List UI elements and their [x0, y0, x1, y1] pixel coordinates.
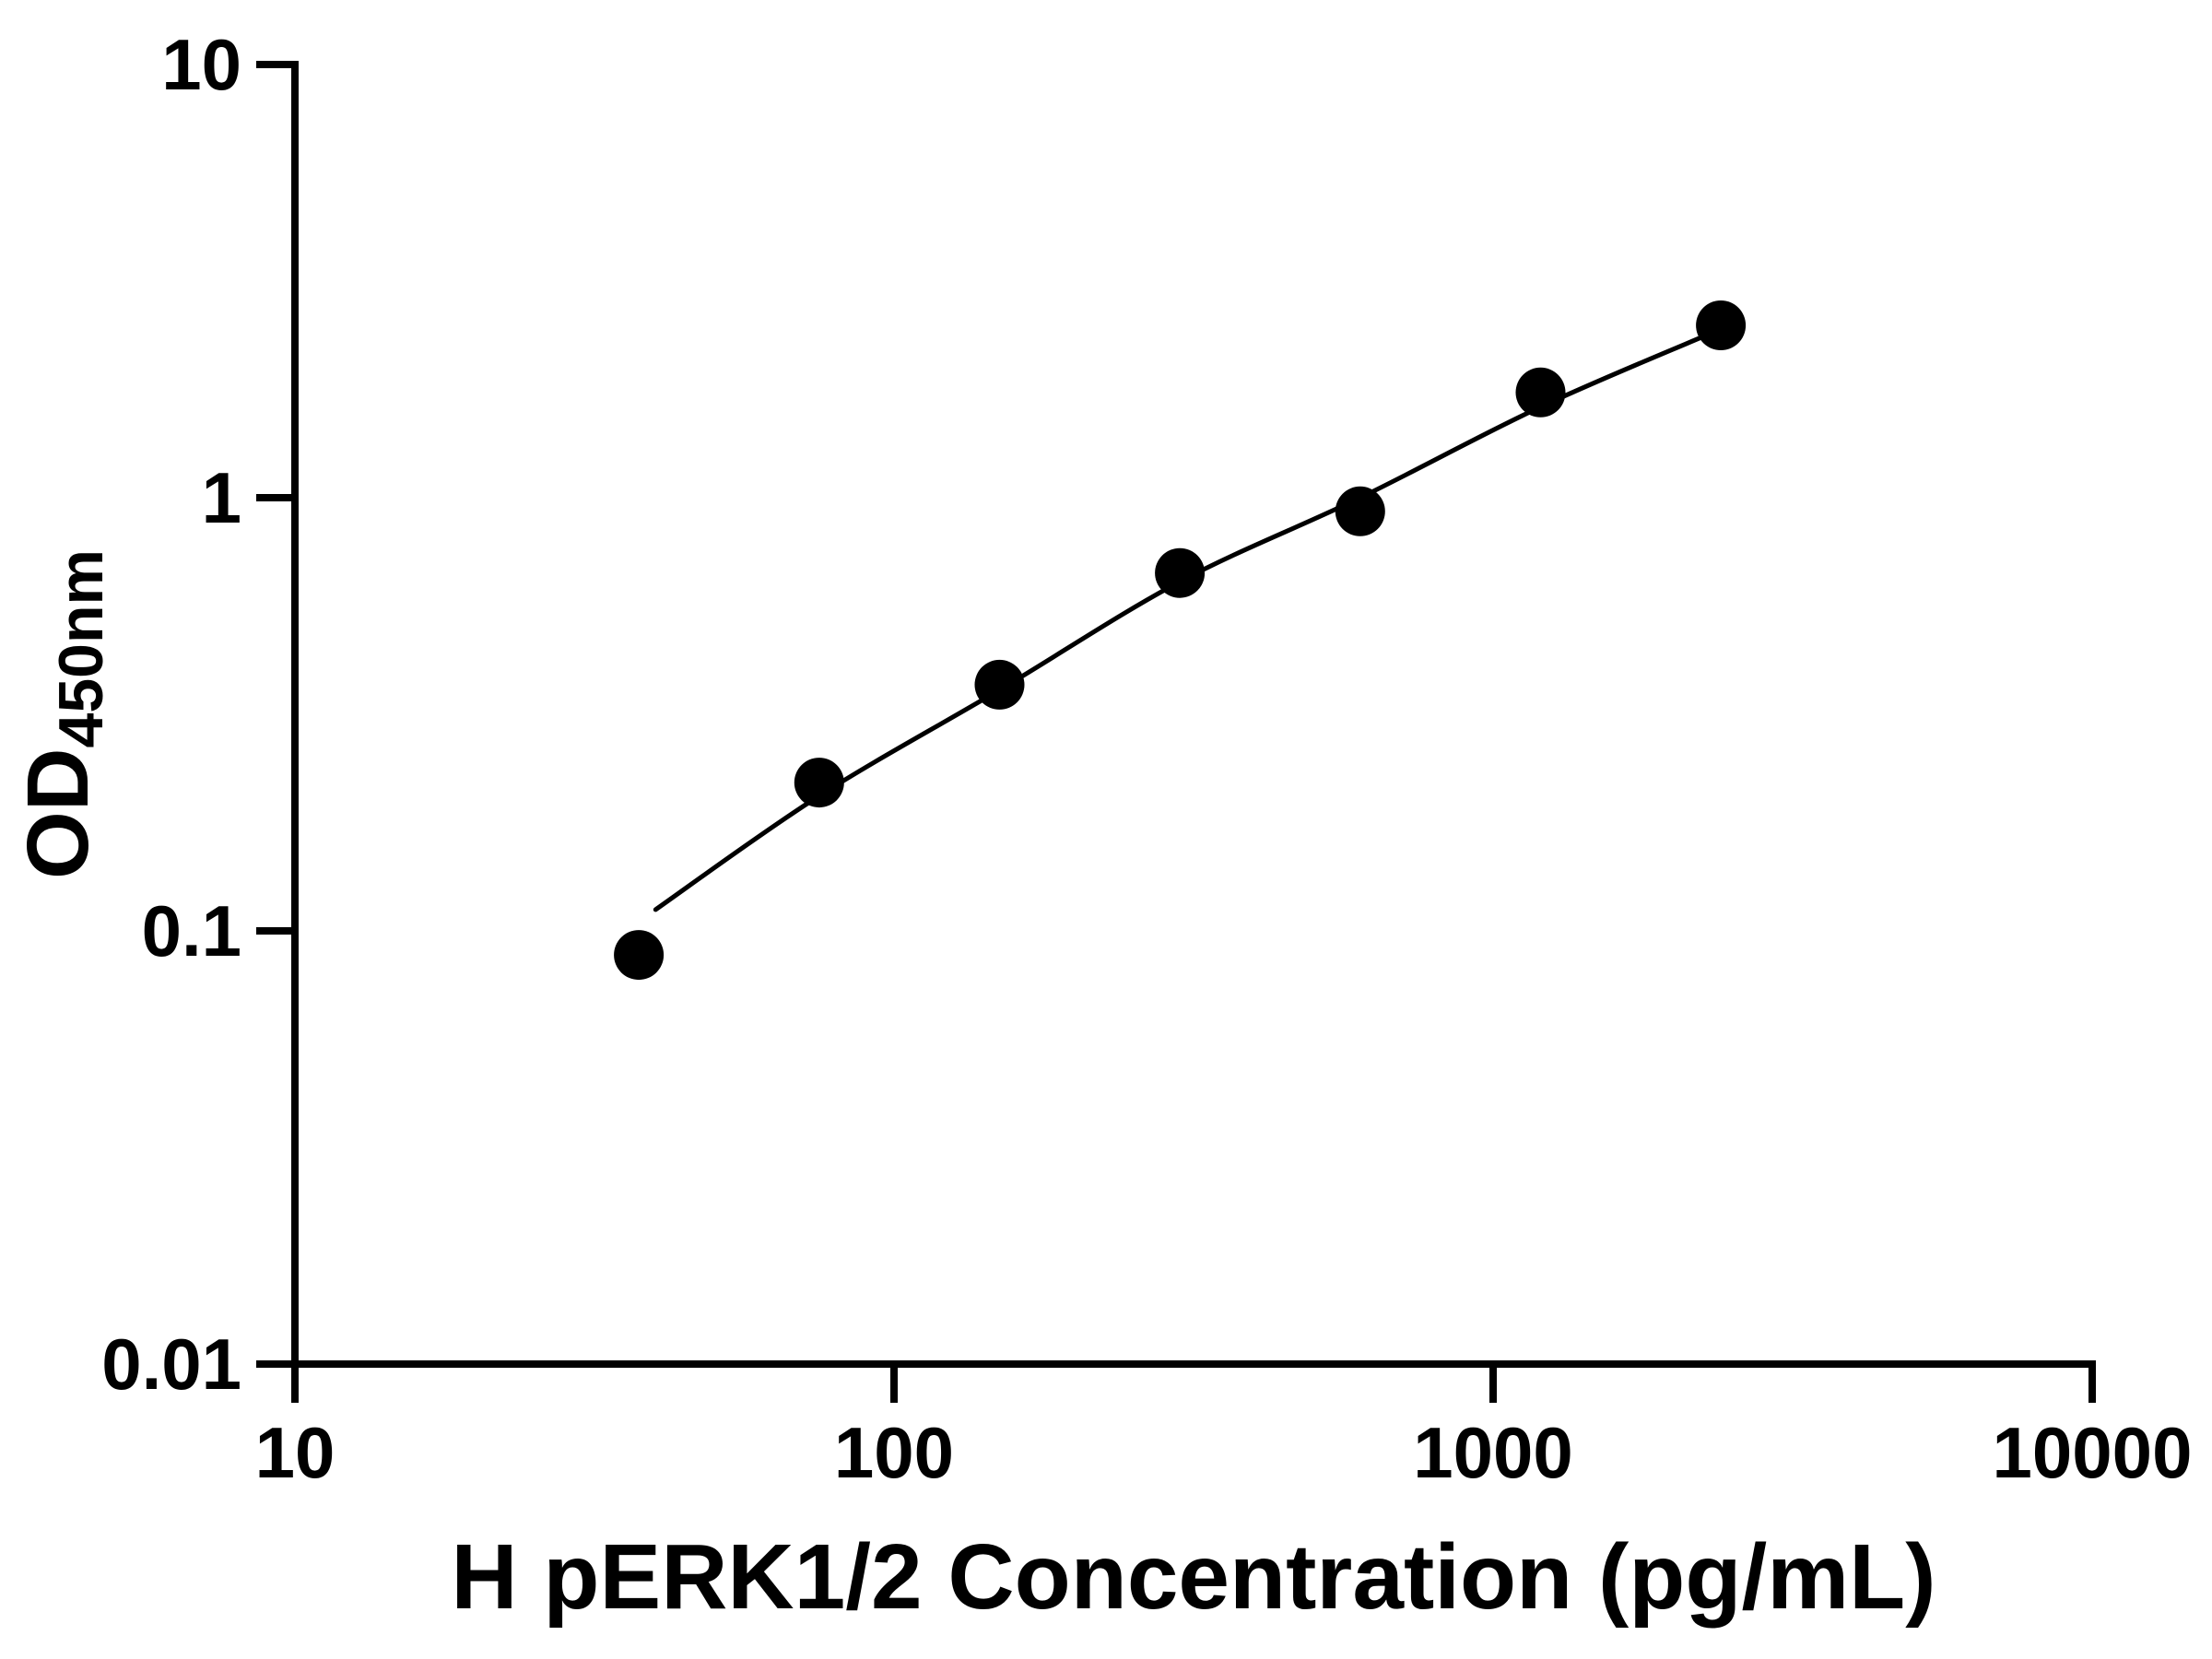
x-axis-title: H pERK1/2 Concentration (pg/mL) [451, 1525, 1936, 1629]
x-axis-tick-label: 1000 [1413, 1412, 1573, 1493]
y-axis-title: OD450nm [9, 549, 116, 879]
y-axis-title-main: OD [9, 747, 107, 879]
fit-curve [653, 326, 1724, 912]
y-axis-tick-label: 0.01 [101, 1324, 241, 1405]
data-point [1515, 367, 1566, 418]
data-point [794, 758, 844, 808]
x-axis-tick-label: 10 [255, 1412, 335, 1493]
data-point [1335, 486, 1385, 536]
data-point [614, 930, 665, 981]
data-point [974, 659, 1025, 710]
data-point [1155, 547, 1206, 598]
y-axis-title-subscript: 450nm [46, 549, 116, 747]
y-axis-tick-label: 0.1 [142, 890, 241, 971]
x-axis-tick-label: 100 [834, 1412, 954, 1493]
y-axis-tick-label: 10 [161, 24, 241, 105]
x-axis-tick-label: 10000 [1993, 1412, 2193, 1493]
data-point [1696, 300, 1747, 350]
y-axis-tick-label: 1 [202, 457, 241, 538]
plot-layer: 10 100 1000 10000 0.01 0.1 1 10 [101, 24, 2192, 1493]
